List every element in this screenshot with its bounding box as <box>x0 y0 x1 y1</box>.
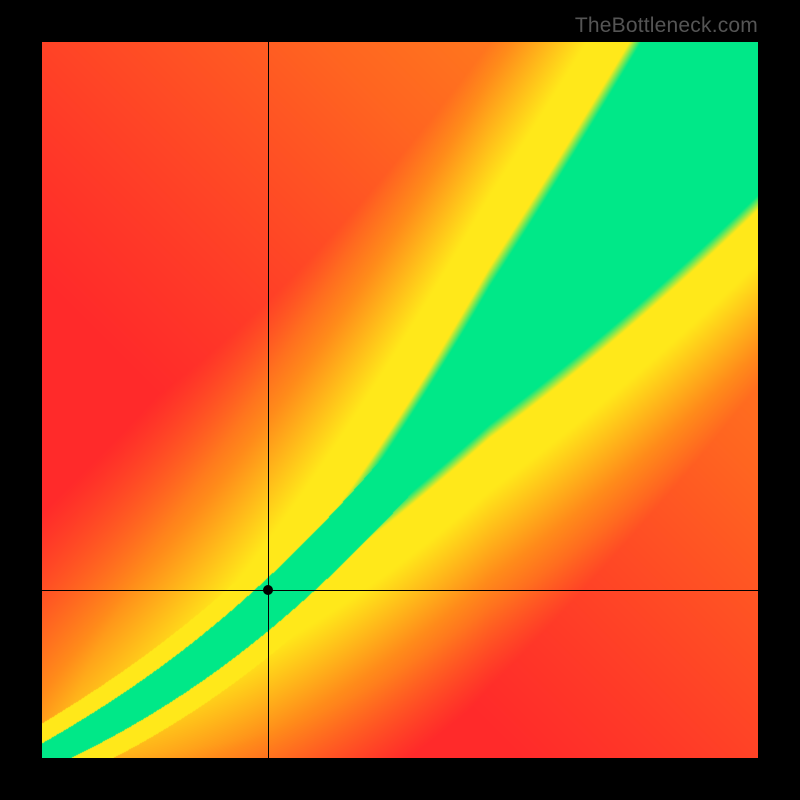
crosshair-horizontal-line <box>42 590 758 591</box>
bottleneck-heatmap <box>42 42 758 758</box>
plot-area <box>42 42 758 758</box>
watermark-text: TheBottleneck.com <box>575 14 758 38</box>
chart-container: TheBottleneck.com <box>0 0 800 800</box>
crosshair-vertical-line <box>268 42 269 758</box>
marker-dot <box>263 585 273 595</box>
